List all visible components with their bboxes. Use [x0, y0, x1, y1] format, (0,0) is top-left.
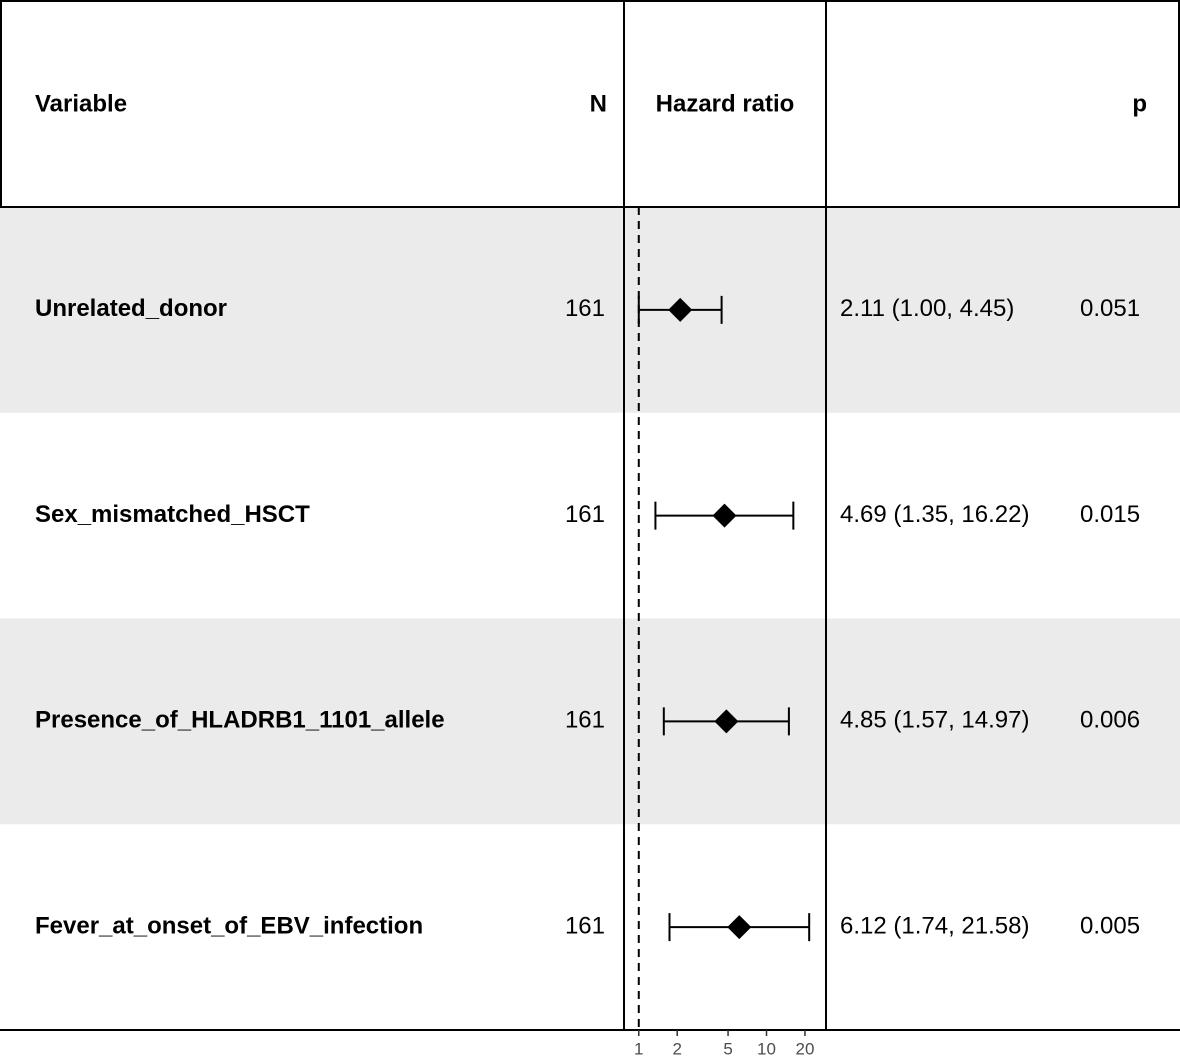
variable-label: Unrelated_donor — [35, 295, 227, 322]
p-label: 0.006 — [1080, 707, 1140, 734]
row-backgrounds — [0, 207, 1180, 825]
frame — [0, 0, 1180, 1031]
estimate-diamond — [714, 709, 739, 734]
n-label: 161 — [565, 501, 605, 528]
x-tick-label: 2 — [672, 1039, 681, 1058]
estimate-label: 4.85 (1.57, 14.97) — [840, 707, 1029, 734]
variable-label: Sex_mismatched_HSCT — [35, 501, 310, 528]
estimate-label: 6.12 (1.74, 21.58) — [840, 912, 1029, 939]
p-label: 0.015 — [1080, 501, 1140, 528]
p-label: 0.005 — [1080, 912, 1140, 939]
n-label: 161 — [565, 295, 605, 322]
variable-label: Presence_of_HLADRB1_1101_allele — [35, 707, 445, 734]
x-tick-label: 1 — [634, 1039, 643, 1058]
header-n: N — [590, 90, 607, 117]
row-stripe — [0, 207, 1180, 413]
estimate-diamond — [712, 503, 737, 528]
x-tick-label: 5 — [723, 1039, 732, 1058]
estimate-label: 2.11 (1.00, 4.45) — [840, 295, 1014, 322]
n-label: 161 — [565, 707, 605, 734]
header-estimate: Hazard ratio — [656, 90, 795, 117]
row-stripe — [0, 618, 1180, 825]
header-variable: Variable — [35, 90, 127, 117]
p-label: 0.051 — [1080, 295, 1140, 322]
estimate-diamond — [727, 915, 752, 940]
estimate-label: 4.69 (1.35, 16.22) — [840, 501, 1029, 528]
variable-label: Fever_at_onset_of_EBV_infection — [35, 912, 423, 939]
n-label: 161 — [565, 912, 605, 939]
x-tick-label: 20 — [796, 1039, 815, 1058]
estimate-diamond — [668, 297, 693, 322]
x-tick-label: 10 — [757, 1039, 776, 1058]
header-p: p — [1132, 90, 1147, 117]
